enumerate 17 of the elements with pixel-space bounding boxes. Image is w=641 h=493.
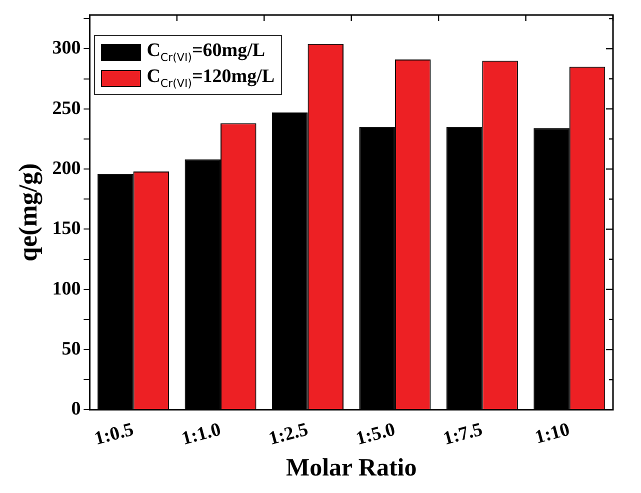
y-tick-label: 50	[62, 338, 81, 360]
y-tick-label: 300	[52, 38, 81, 59]
y-axis-title: qe(mg/g)	[13, 163, 42, 262]
legend-label: C$_{Cr(VI)}$=60mg/L	[146, 40, 266, 64]
y-tick-label: 0	[71, 398, 81, 420]
y-tick-label: 200	[52, 158, 81, 179]
y-tick-label: 150	[52, 218, 81, 240]
x-tick-label: 1:1.0	[179, 419, 224, 450]
y-tick-label: 100	[52, 278, 81, 300]
x-axis-title: Molar Ratio	[286, 454, 417, 482]
x-tick-label: 1:5.0	[354, 419, 398, 450]
x-tick-label: 1:10	[532, 419, 572, 448]
x-tick-label: 1:2.5	[266, 419, 310, 450]
legend-label: C$_{Cr(VI)}$=120mg/L	[146, 66, 275, 90]
x-tick-label: 1:0.5	[92, 419, 136, 450]
y-tick-label: 250	[52, 98, 81, 119]
x-tick-label: 1:7.5	[441, 419, 485, 450]
